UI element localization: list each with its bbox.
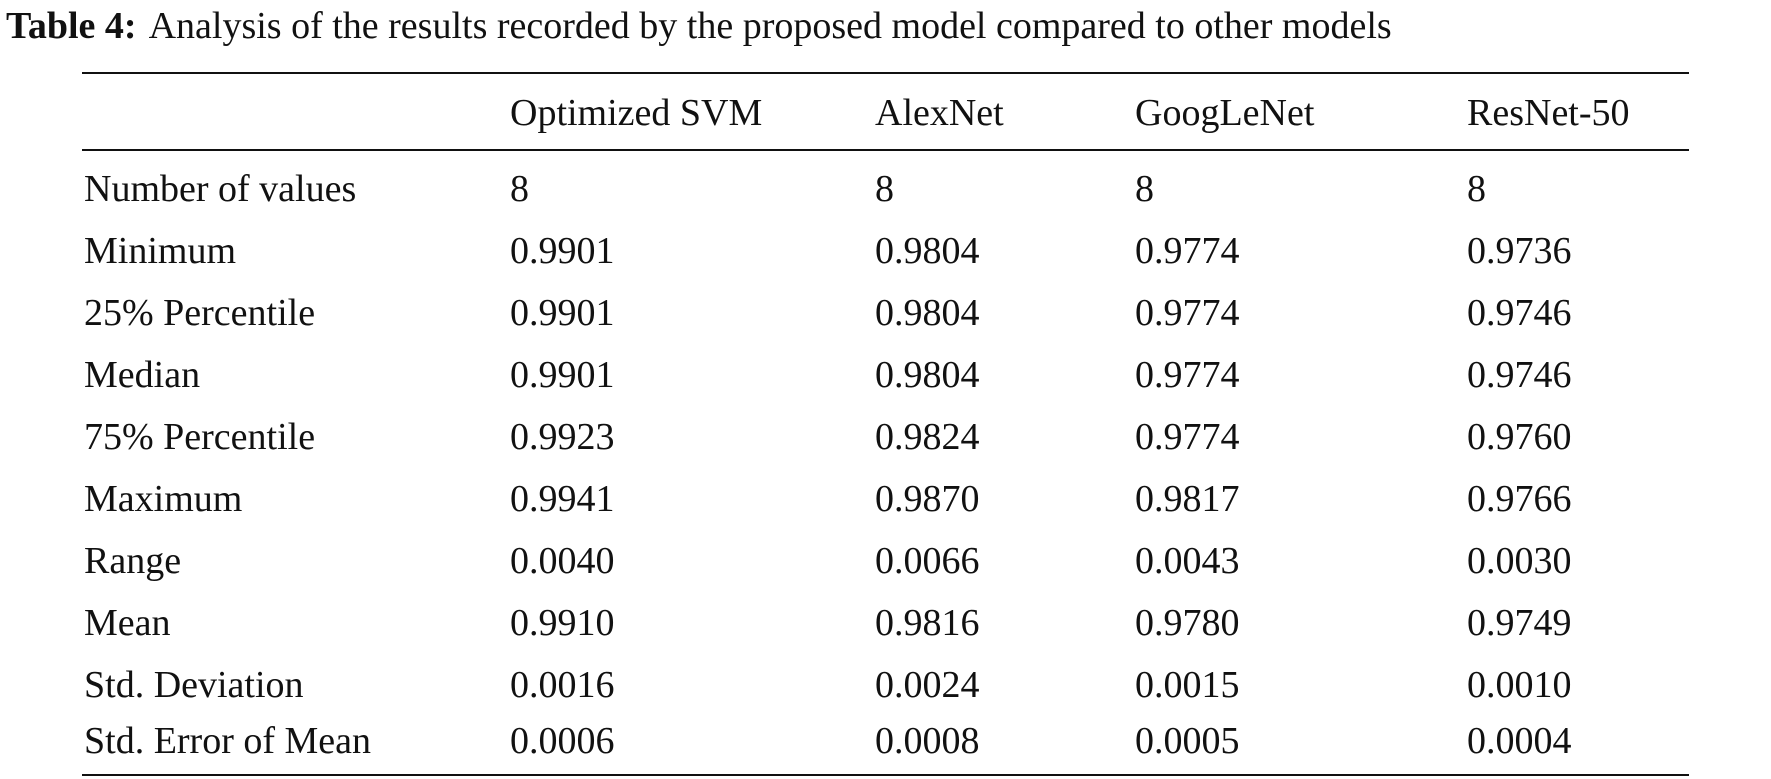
- cell-alexnet: 0.9804: [875, 292, 980, 334]
- header-cell-alexnet: AlexNet: [875, 92, 1004, 134]
- cell-resnet-50: 0.9760: [1467, 416, 1572, 458]
- cell-googlenet: 0.0015: [1135, 664, 1240, 706]
- table-caption: Table 4: Analysis of the results recorded…: [6, 0, 1766, 52]
- cell-googlenet: 0.9774: [1135, 292, 1240, 334]
- cell-resnet-50: 8: [1467, 168, 1486, 210]
- row-label: Std. Deviation: [84, 664, 304, 706]
- table-row: 75% Percentile 0.9923 0.9824 0.9774 0.97…: [0, 406, 1771, 468]
- table-row: Mean 0.9910 0.9816 0.9780 0.9749: [0, 592, 1771, 654]
- row-label: Number of values: [84, 168, 357, 210]
- header-cell-resnet-50: ResNet-50: [1467, 92, 1630, 134]
- table-caption-label: Table 4:: [6, 5, 137, 47]
- cell-resnet-50: 0.9749: [1467, 602, 1572, 644]
- table-bottom-rule: [82, 774, 1689, 776]
- row-label: Mean: [84, 602, 171, 644]
- header-cell-googlenet: GoogLeNet: [1135, 92, 1315, 134]
- cell-alexnet: 0.9804: [875, 230, 980, 272]
- header-cell-optimized-svm: Optimized SVM: [510, 92, 763, 134]
- table-row: Median 0.9901 0.9804 0.9774 0.9746: [0, 344, 1771, 406]
- cell-optimized-svm: 0.9901: [510, 354, 615, 396]
- cell-optimized-svm: 8: [510, 168, 529, 210]
- cell-resnet-50: 0.9736: [1467, 230, 1572, 272]
- row-label: Std. Error of Mean: [84, 720, 372, 762]
- cell-googlenet: 0.9774: [1135, 354, 1240, 396]
- cell-alexnet: 0.9804: [875, 354, 980, 396]
- cell-optimized-svm: 0.9901: [510, 230, 615, 272]
- cell-resnet-50: 0.9746: [1467, 354, 1572, 396]
- cell-alexnet: 0.9816: [875, 602, 980, 644]
- cell-optimized-svm: 0.9901: [510, 292, 615, 334]
- row-label: Range: [84, 540, 182, 582]
- row-label: 25% Percentile: [84, 292, 316, 334]
- cell-resnet-50: 0.0010: [1467, 664, 1572, 706]
- row-label: 75% Percentile: [84, 416, 316, 458]
- cell-googlenet: 0.9774: [1135, 416, 1240, 458]
- cell-resnet-50: 0.0030: [1467, 540, 1572, 582]
- cell-alexnet: 8: [875, 168, 894, 210]
- cell-alexnet: 0.9870: [875, 478, 980, 520]
- cell-alexnet: 0.0024: [875, 664, 980, 706]
- cell-resnet-50: 0.9766: [1467, 478, 1572, 520]
- cell-optimized-svm: 0.0016: [510, 664, 615, 706]
- table-caption-text: Analysis of the results recorded by the …: [148, 5, 1392, 47]
- table-row: Minimum 0.9901 0.9804 0.9774 0.9736: [0, 220, 1771, 282]
- cell-alexnet: 0.0066: [875, 540, 980, 582]
- cell-googlenet: 0.0005: [1135, 720, 1240, 762]
- cell-optimized-svm: 0.9923: [510, 416, 615, 458]
- table-row: Maximum 0.9941 0.9870 0.9817 0.9766: [0, 468, 1771, 530]
- table-header-rule: [82, 149, 1689, 151]
- cell-alexnet: 0.9824: [875, 416, 980, 458]
- cell-optimized-svm: 0.0040: [510, 540, 615, 582]
- cell-optimized-svm: 0.9941: [510, 478, 615, 520]
- cell-resnet-50: 0.0004: [1467, 720, 1572, 762]
- cell-googlenet: 0.9774: [1135, 230, 1240, 272]
- table-row: Range 0.0040 0.0066 0.0043 0.0030: [0, 530, 1771, 592]
- cell-googlenet: 0.0043: [1135, 540, 1240, 582]
- cell-alexnet: 0.0008: [875, 720, 980, 762]
- cell-googlenet: 8: [1135, 168, 1154, 210]
- cell-optimized-svm: 0.0006: [510, 720, 615, 762]
- cell-optimized-svm: 0.9910: [510, 602, 615, 644]
- cell-googlenet: 0.9817: [1135, 478, 1240, 520]
- cell-resnet-50: 0.9746: [1467, 292, 1572, 334]
- row-label: Median: [84, 354, 201, 396]
- table-row: Std. Error of Mean 0.0006 0.0008 0.0005 …: [0, 710, 1771, 772]
- table-row: Number of values 8 8 8 8: [0, 158, 1771, 220]
- table-row: Std. Deviation 0.0016 0.0024 0.0015 0.00…: [0, 654, 1771, 716]
- row-label: Maximum: [84, 478, 243, 520]
- row-label: Minimum: [84, 230, 237, 272]
- cell-googlenet: 0.9780: [1135, 602, 1240, 644]
- table-top-rule: [82, 72, 1689, 74]
- table-header-row: Optimized SVM AlexNet GoogLeNet ResNet-5…: [0, 82, 1771, 144]
- table-row: 25% Percentile 0.9901 0.9804 0.9774 0.97…: [0, 282, 1771, 344]
